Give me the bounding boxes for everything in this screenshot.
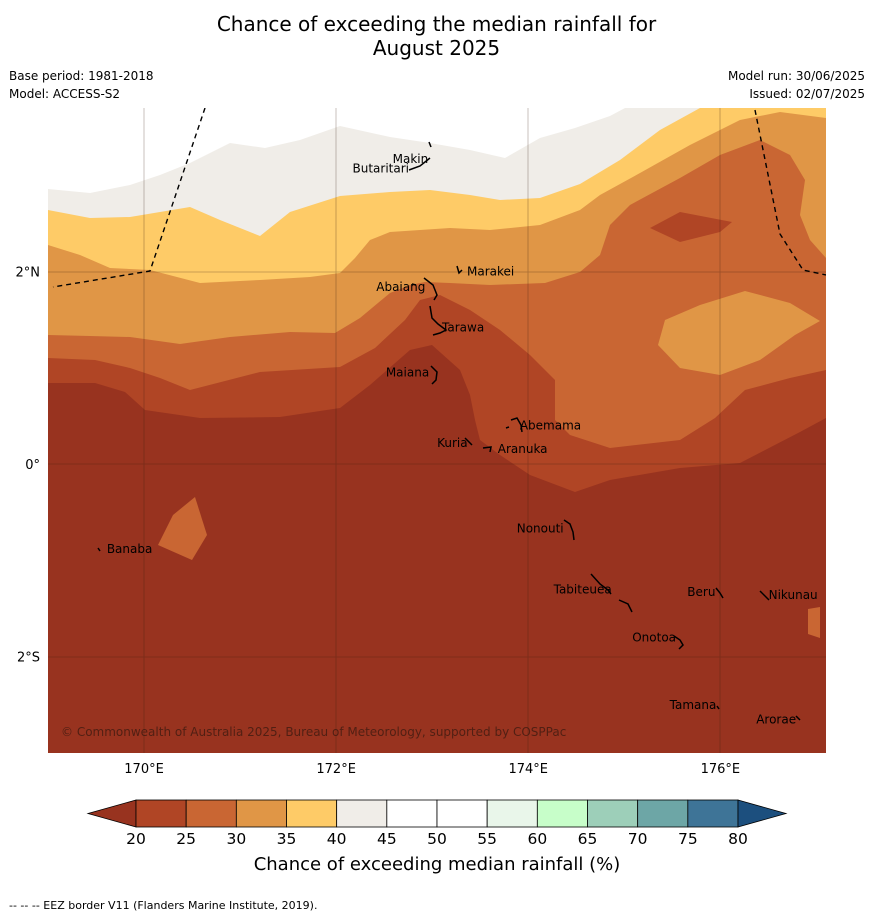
- meta-left: Base period: 1981-2018 Model: ACCESS-S2: [9, 67, 154, 103]
- x-tick-label: 170°E: [124, 762, 164, 777]
- colorbar-bin-35-40: [286, 799, 338, 828]
- map-title: Chance of exceeding the median rainfall …: [0, 12, 873, 60]
- colorbar-bin-50-55: [436, 799, 488, 828]
- colorbar-tick-label: 20: [126, 830, 146, 848]
- patch-25-30-southeast: [808, 607, 820, 638]
- x-tick-label: 176°E: [701, 762, 741, 777]
- copyright-text: © Commonwealth of Australia 2025, Bureau…: [61, 725, 566, 739]
- colorbar-bin-70-75: [637, 799, 689, 828]
- title-line-1: Chance of exceeding the median rainfall …: [216, 12, 657, 36]
- colorbar-tick-label: 35: [277, 830, 297, 848]
- model-name: Model: ACCESS-S2: [9, 87, 121, 101]
- place-label-banaba: Banaba: [107, 542, 153, 556]
- place-label-makin: Makin: [393, 152, 429, 166]
- place-label-abemama: Abemama: [520, 419, 581, 433]
- colorbar-tick-label: 80: [728, 830, 748, 848]
- colorbar-bin-25-30: [185, 799, 237, 828]
- colorbar-tick-label: 25: [176, 830, 196, 848]
- colorbar-tick-label: 75: [678, 830, 698, 848]
- place-label-kuria: Kuria: [437, 436, 468, 450]
- colorbar-tick-label: 55: [477, 830, 497, 848]
- colorbar-tick-label: 30: [226, 830, 246, 848]
- map-area: © Commonwealth of Australia 2025, Bureau…: [48, 108, 826, 753]
- island-outlines: [97, 141, 801, 721]
- colorbar-over-arrow: [737, 799, 788, 828]
- place-label-aranuka: Aranuka: [498, 442, 548, 456]
- colorbar-label: Chance of exceeding median rainfall (%): [254, 854, 621, 875]
- place-label-maiana: Maiana: [386, 366, 429, 380]
- base-period: Base period: 1981-2018: [9, 69, 154, 83]
- colorbar-bin-20-25: [135, 799, 187, 828]
- place-label-tabiteuea: Tabiteuea: [553, 582, 612, 596]
- colorbar: 20 25 30 35 40 45 50 55 60 65 70 75 80: [86, 799, 788, 848]
- colorbar-tick-label: 40: [327, 830, 347, 848]
- colorbar-bin-65-70: [587, 799, 639, 828]
- place-label-tamana: Tamana: [669, 698, 717, 712]
- place-label-butaritari: Butaritari: [353, 162, 410, 176]
- place-label-onotoa: Onotoa: [632, 630, 676, 644]
- y-tick-label: 0°: [25, 458, 40, 473]
- colorbar-bin-75-80: [687, 799, 739, 828]
- place-label-beru: Beru: [687, 585, 715, 599]
- colorbar-tick-label: 65: [578, 830, 598, 848]
- gridlines: [48, 108, 826, 753]
- colorbar-tick-label: 70: [628, 830, 648, 848]
- place-label-marakei: Marakei: [467, 265, 514, 279]
- y-tick-label: 2°N: [16, 266, 41, 281]
- patch-25-30-banaba: [158, 497, 207, 560]
- model-run: Model run: 30/06/2025: [727, 69, 865, 83]
- eez-footer-note: -- -- -- EEZ border V11 (Flanders Marine…: [9, 899, 318, 912]
- x-tick-label: 172°E: [316, 762, 356, 777]
- place-label-nikunau: Nikunau: [769, 588, 818, 602]
- band-45-55: [48, 108, 625, 193]
- x-tick-label: 174°E: [508, 762, 548, 777]
- axis-ticks: 170°E 172°E 174°E 176°E 2°N 0° 2°S: [16, 266, 741, 777]
- place-label-tarawa: Tarawa: [441, 320, 484, 334]
- place-label-nonouti: Nonouti: [517, 522, 564, 536]
- place-label-arorae: Arorae: [756, 712, 796, 726]
- eez-border: [52, 108, 826, 288]
- colorbar-bin-45-50: [386, 799, 438, 828]
- patch-30-35-east: [658, 291, 820, 375]
- colorbar-tick-label: 45: [377, 830, 397, 848]
- colorbar-bin-60-65: [536, 799, 588, 828]
- colorbar-tick-label: 60: [527, 830, 547, 848]
- colorbar-tick-label: 50: [427, 830, 447, 848]
- y-tick-label: 2°S: [17, 651, 40, 666]
- colorbar-bin-55-60: [486, 799, 538, 828]
- place-label-abaiang: Abaiang: [376, 280, 425, 294]
- colorbar-bin-40-45: [336, 799, 388, 828]
- colorbar-bin-30-35: [235, 799, 287, 828]
- title-line-2: August 2025: [372, 36, 501, 60]
- issued-date: Issued: 02/07/2025: [749, 87, 865, 101]
- meta-right: Model run: 30/06/2025 Issued: 02/07/2025: [728, 67, 865, 103]
- colorbar-under-arrow: [86, 799, 137, 828]
- patch-20-25-east: [650, 212, 732, 242]
